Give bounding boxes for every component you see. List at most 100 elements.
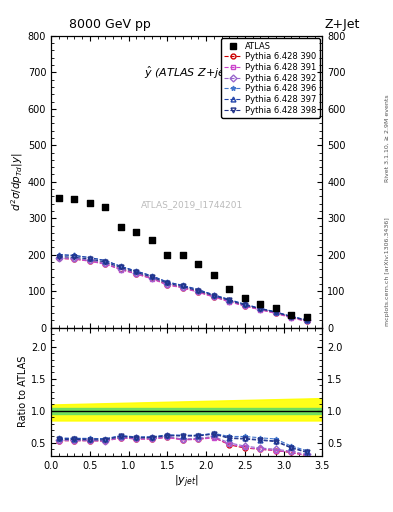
- Text: mcplots.cern.ch [arXiv:1306.3436]: mcplots.cern.ch [arXiv:1306.3436]: [385, 217, 389, 326]
- Pythia 6.428 396: [274, 309, 278, 315]
- Pythia 6.428 398: [134, 269, 139, 275]
- Pythia 6.428 397: [242, 301, 247, 307]
- Pythia 6.428 397: [211, 292, 216, 298]
- Pythia 6.428 398: [211, 292, 216, 298]
- Pythia 6.428 398: [103, 259, 108, 265]
- Pythia 6.428 392: [211, 293, 216, 299]
- Pythia 6.428 390: [196, 289, 201, 295]
- Pythia 6.428 397: [180, 282, 185, 288]
- Pythia 6.428 397: [118, 263, 123, 269]
- Line: Pythia 6.428 392: Pythia 6.428 392: [57, 255, 309, 323]
- Pythia 6.428 398: [242, 302, 247, 308]
- Pythia 6.428 391: [289, 315, 294, 321]
- Pythia 6.428 390: [305, 318, 309, 324]
- Pythia 6.428 391: [258, 307, 263, 313]
- Pythia 6.428 390: [57, 255, 61, 262]
- Pythia 6.428 392: [149, 274, 154, 281]
- Pythia 6.428 397: [88, 254, 92, 261]
- Pythia 6.428 390: [227, 298, 231, 305]
- Pythia 6.428 392: [274, 309, 278, 315]
- ATLAS: [56, 194, 62, 202]
- Text: $\hat{y}$ (ATLAS Z+jets): $\hat{y}$ (ATLAS Z+jets): [144, 65, 240, 81]
- ATLAS: [180, 251, 186, 259]
- Pythia 6.428 396: [103, 258, 108, 264]
- Pythia 6.428 396: [196, 287, 201, 293]
- ATLAS: [164, 251, 171, 259]
- Pythia 6.428 397: [227, 296, 231, 303]
- Pythia 6.428 398: [165, 280, 170, 286]
- Line: Pythia 6.428 397: Pythia 6.428 397: [57, 252, 309, 323]
- Pythia 6.428 390: [211, 293, 216, 300]
- Pythia 6.428 397: [165, 279, 170, 285]
- Pythia 6.428 398: [289, 314, 294, 320]
- Pythia 6.428 391: [149, 276, 154, 282]
- Pythia 6.428 390: [165, 282, 170, 288]
- Pythia 6.428 398: [305, 317, 309, 324]
- Y-axis label: Ratio to ATLAS: Ratio to ATLAS: [18, 356, 28, 428]
- Text: 8000 GeV pp: 8000 GeV pp: [69, 18, 151, 31]
- Pythia 6.428 392: [196, 288, 201, 294]
- Pythia 6.428 398: [196, 288, 201, 294]
- Pythia 6.428 396: [227, 296, 231, 303]
- Pythia 6.428 398: [88, 256, 92, 262]
- Pythia 6.428 397: [149, 273, 154, 279]
- Pythia 6.428 392: [103, 260, 108, 266]
- Pythia 6.428 390: [72, 256, 77, 262]
- ATLAS: [195, 260, 202, 268]
- ATLAS: [242, 294, 248, 303]
- Pythia 6.428 396: [258, 305, 263, 311]
- X-axis label: $|y_{jet}|$: $|y_{jet}|$: [174, 473, 199, 489]
- Pythia 6.428 391: [211, 294, 216, 300]
- Pythia 6.428 390: [134, 271, 139, 277]
- Pythia 6.428 396: [242, 301, 247, 307]
- Pythia 6.428 391: [103, 261, 108, 267]
- ATLAS: [211, 271, 217, 279]
- Pythia 6.428 397: [289, 313, 294, 319]
- Pythia 6.428 396: [57, 252, 61, 258]
- Pythia 6.428 392: [305, 317, 309, 324]
- Y-axis label: $d^2\sigma/dp_{Td}|y|$: $d^2\sigma/dp_{Td}|y|$: [9, 153, 25, 211]
- Pythia 6.428 398: [258, 306, 263, 312]
- ATLAS: [226, 285, 232, 293]
- Pythia 6.428 396: [149, 273, 154, 279]
- Pythia 6.428 392: [180, 284, 185, 290]
- Pythia 6.428 397: [196, 287, 201, 293]
- Text: Z+Jet: Z+Jet: [324, 18, 360, 31]
- Pythia 6.428 391: [227, 298, 231, 305]
- Pythia 6.428 392: [118, 266, 123, 272]
- Pythia 6.428 392: [227, 297, 231, 304]
- Pythia 6.428 392: [72, 255, 77, 262]
- Pythia 6.428 396: [180, 282, 185, 288]
- ATLAS: [118, 223, 124, 231]
- Pythia 6.428 397: [103, 258, 108, 264]
- Pythia 6.428 391: [180, 285, 185, 291]
- Pythia 6.428 392: [88, 257, 92, 263]
- Pythia 6.428 390: [88, 258, 92, 264]
- Pythia 6.428 391: [72, 256, 77, 262]
- Pythia 6.428 396: [88, 254, 92, 261]
- Pythia 6.428 391: [134, 271, 139, 277]
- Pythia 6.428 392: [289, 314, 294, 320]
- Pythia 6.428 390: [118, 266, 123, 272]
- Pythia 6.428 396: [118, 263, 123, 269]
- ATLAS: [71, 195, 77, 203]
- Pythia 6.428 397: [305, 317, 309, 323]
- Pythia 6.428 391: [165, 282, 170, 288]
- Pythia 6.428 390: [274, 310, 278, 316]
- Pythia 6.428 397: [72, 252, 77, 259]
- Pythia 6.428 396: [305, 317, 309, 323]
- ATLAS: [273, 304, 279, 312]
- Pythia 6.428 398: [118, 264, 123, 270]
- Pythia 6.428 398: [227, 297, 231, 304]
- Line: Pythia 6.428 398: Pythia 6.428 398: [57, 254, 309, 323]
- Pythia 6.428 391: [274, 310, 278, 316]
- Pythia 6.428 396: [211, 292, 216, 298]
- Pythia 6.428 390: [180, 285, 185, 291]
- Pythia 6.428 398: [180, 283, 185, 289]
- ATLAS: [87, 199, 93, 207]
- Pythia 6.428 390: [149, 275, 154, 282]
- Pythia 6.428 398: [149, 274, 154, 280]
- Text: ATLAS_2019_I1744201: ATLAS_2019_I1744201: [141, 201, 243, 209]
- Pythia 6.428 390: [103, 261, 108, 267]
- Pythia 6.428 391: [196, 289, 201, 295]
